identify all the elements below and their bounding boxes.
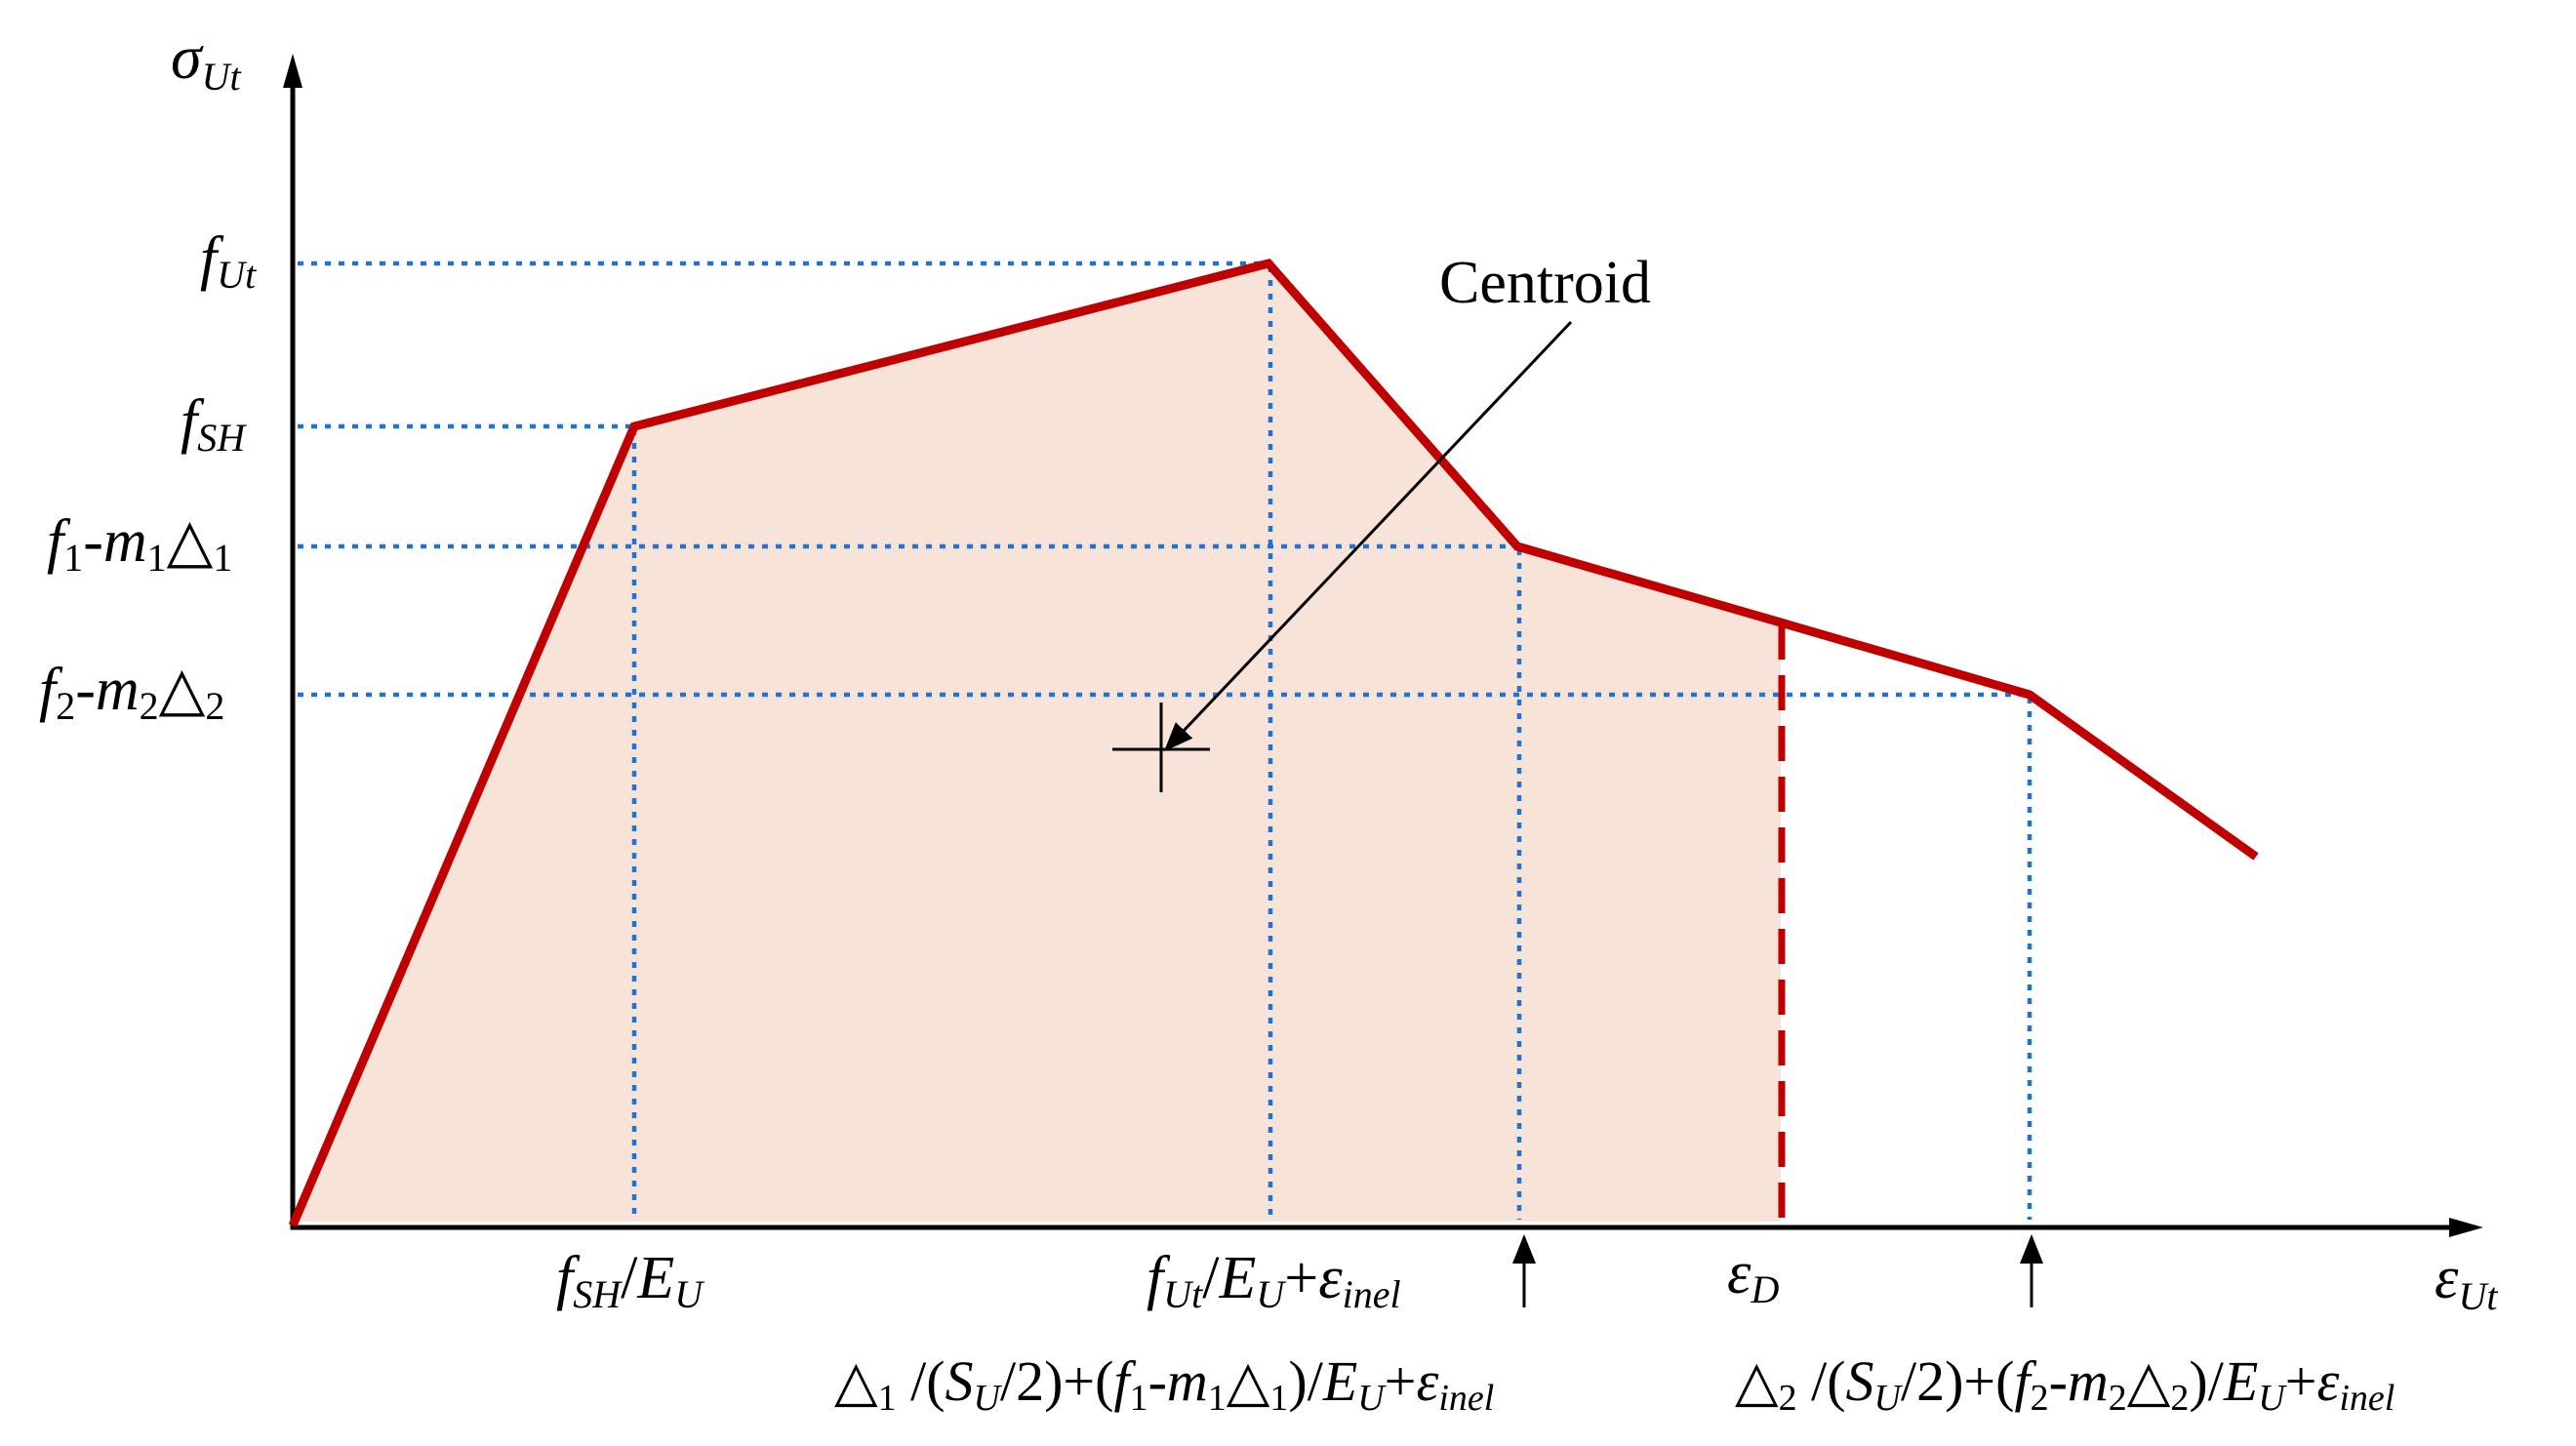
y-axis-label: σUt <box>171 22 241 99</box>
y-tick-fut: fUt <box>200 225 257 297</box>
x-tick-delta2: △2 /(SU/2)+(f2-m2△2)/EU+εinel <box>1735 1349 2395 1419</box>
y-axis-arrow <box>283 54 302 88</box>
shaded-area <box>293 263 1781 1222</box>
centroid-label: Centroid <box>1439 250 1651 316</box>
centroid-pointer <box>1163 320 1573 752</box>
x-axis-arrow <box>2449 1218 2483 1237</box>
y-tick-f2: f2-m2△2 <box>39 657 224 728</box>
y-tick-f1: f1-m1△1 <box>47 508 232 580</box>
x-tick-eps-d: εD <box>1727 1240 1779 1311</box>
x-tick-fsh-eu: fSH/EU <box>556 1245 705 1316</box>
y-tick-fsh: fSH <box>181 388 247 460</box>
x-axis-label: εUt <box>2435 1245 2498 1318</box>
x-tick-fut-eu: fUt/EU+εinel <box>1147 1245 1401 1316</box>
x-tick-delta1: △1 /(SU/2)+(f1-m1△1)/EU+εinel <box>834 1349 1494 1419</box>
stress-strain-curve <box>288 258 2259 1227</box>
